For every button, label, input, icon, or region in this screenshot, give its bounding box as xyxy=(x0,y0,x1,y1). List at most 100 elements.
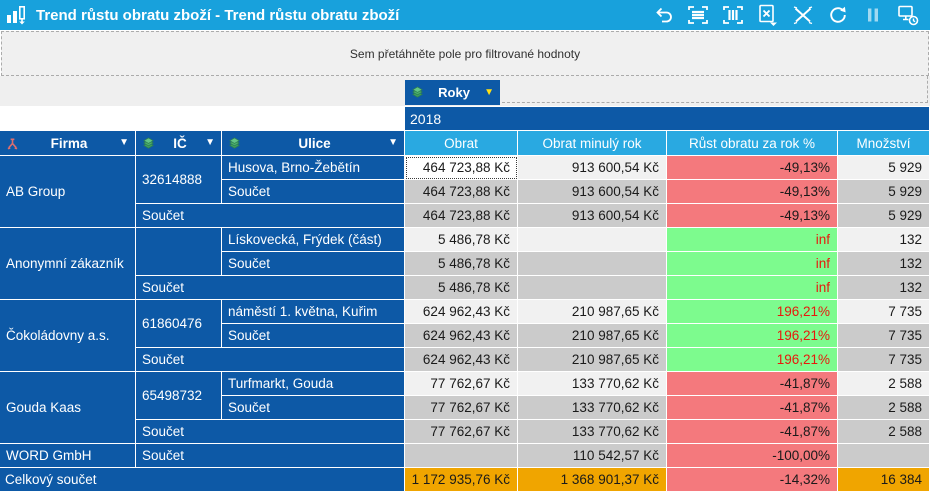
cell-rust[interactable]: -100,00% xyxy=(667,444,838,468)
server-status-icon[interactable] xyxy=(896,3,920,27)
row-firma[interactable]: Čokoládovny a.s. xyxy=(0,300,136,372)
cell-rust[interactable]: inf xyxy=(667,276,838,300)
cell-rust[interactable]: 196,21% xyxy=(667,324,838,348)
row-soucet-ic[interactable]: Součet xyxy=(136,420,405,444)
row-soucet-ic[interactable]: Součet xyxy=(136,276,405,300)
cell-obrat-minuly[interactable]: 210 987,65 Kč xyxy=(518,324,667,348)
row-firma[interactable]: AB Group xyxy=(0,156,136,228)
cell-obrat[interactable]: 5 486,78 Kč xyxy=(405,228,518,252)
field-button-roky[interactable]: Roky ▼ xyxy=(405,80,500,105)
cell-mnozstvi[interactable]: 7 735 xyxy=(838,300,930,324)
cell-obrat-minuly[interactable]: 133 770,62 Kč xyxy=(518,372,667,396)
column-header-obrat[interactable]: Obrat xyxy=(405,131,518,156)
row-soucet-ulice[interactable]: Součet xyxy=(222,252,405,276)
field-button-ulice[interactable]: Ulice ▼ xyxy=(222,131,405,156)
cell-rust[interactable]: 196,21% xyxy=(667,348,838,372)
filter-drop-area[interactable]: Sem přetáhněte pole pro filtrované hodno… xyxy=(1,31,929,76)
collapse-rows-icon[interactable] xyxy=(686,3,710,27)
grand-total-label[interactable]: Celkový součet xyxy=(0,468,405,492)
cell-rust[interactable]: -49,13% xyxy=(667,156,838,180)
cell-rust[interactable]: -41,87% xyxy=(667,372,838,396)
ic-filter-caret-icon[interactable]: ▼ xyxy=(205,137,215,148)
cell-rust[interactable]: -41,87% xyxy=(667,396,838,420)
cell-obrat-minuly[interactable]: 110 542,57 Kč xyxy=(518,444,667,468)
ulice-filter-caret-icon[interactable]: ▼ xyxy=(388,137,398,148)
cell-mnozstvi[interactable] xyxy=(838,444,930,468)
cell-obrat[interactable]: 77 762,67 Kč xyxy=(405,396,518,420)
cell-obrat-minuly[interactable]: 210 987,65 Kč xyxy=(518,300,667,324)
grand-obrat-minuly[interactable]: 1 368 901,37 Kč xyxy=(518,468,667,492)
cell-obrat[interactable]: 464 723,88 Kč xyxy=(405,156,518,180)
field-button-ic[interactable]: IČ ▼ xyxy=(136,131,222,156)
cell-obrat[interactable]: 624 962,43 Kč xyxy=(405,324,518,348)
cell-mnozstvi[interactable]: 5 929 xyxy=(838,156,930,180)
cell-obrat-minuly[interactable] xyxy=(518,252,667,276)
cell-obrat-minuly[interactable]: 133 770,62 Kč xyxy=(518,396,667,420)
row-ulice[interactable]: Husova, Brno-Žebětín xyxy=(222,156,405,180)
field-button-firma[interactable]: Firma ▼ xyxy=(0,131,136,156)
cell-rust[interactable]: 196,21% xyxy=(667,300,838,324)
cell-obrat-minuly[interactable]: 913 600,54 Kč xyxy=(518,204,667,228)
cell-mnozstvi[interactable]: 7 735 xyxy=(838,324,930,348)
roky-filter-caret-icon[interactable]: ▼ xyxy=(484,86,494,98)
row-ic[interactable] xyxy=(136,228,222,276)
cell-obrat-minuly[interactable] xyxy=(518,228,667,252)
cell-mnozstvi[interactable]: 7 735 xyxy=(838,348,930,372)
column-drop-dashed-zone[interactable] xyxy=(502,76,928,103)
cell-obrat[interactable]: 5 486,78 Kč xyxy=(405,252,518,276)
grand-rust[interactable]: -14,32% xyxy=(667,468,838,492)
row-soucet-ulice[interactable]: Součet xyxy=(222,180,405,204)
refresh-icon[interactable] xyxy=(826,3,850,27)
cell-mnozstvi[interactable]: 5 929 xyxy=(838,204,930,228)
cell-mnozstvi[interactable]: 5 929 xyxy=(838,180,930,204)
cell-rust[interactable]: inf xyxy=(667,228,838,252)
export-excel-icon[interactable] xyxy=(756,3,780,27)
row-firma[interactable]: Gouda Kaas xyxy=(0,372,136,444)
cell-obrat[interactable]: 464 723,88 Kč xyxy=(405,204,518,228)
cell-mnozstvi[interactable]: 2 588 xyxy=(838,420,930,444)
row-ulice[interactable]: náměstí 1. května, Kuřim xyxy=(222,300,405,324)
row-ulice[interactable]: Turfmarkt, Gouda xyxy=(222,372,405,396)
row-ic[interactable]: 32614888 xyxy=(136,156,222,204)
cell-obrat[interactable]: 464 723,88 Kč xyxy=(405,180,518,204)
cell-obrat-minuly[interactable]: 913 600,54 Kč xyxy=(518,156,667,180)
cell-obrat-minuly[interactable]: 133 770,62 Kč xyxy=(518,420,667,444)
firma-filter-caret-icon[interactable]: ▼ xyxy=(119,137,129,148)
grand-obrat[interactable]: 1 172 935,76 Kč xyxy=(405,468,518,492)
cell-obrat[interactable]: 77 762,67 Kč xyxy=(405,420,518,444)
customize-icon[interactable] xyxy=(791,3,815,27)
cell-mnozstvi[interactable]: 132 xyxy=(838,228,930,252)
cell-mnozstvi[interactable]: 2 588 xyxy=(838,372,930,396)
cell-obrat[interactable] xyxy=(405,444,518,468)
column-header-mnozstvi[interactable]: Množství xyxy=(838,131,930,156)
row-ulice[interactable]: Lískovecká, Frýdek (část) xyxy=(222,228,405,252)
row-soucet-ic[interactable]: Součet xyxy=(136,444,405,468)
row-firma[interactable]: Anonymní zákazník xyxy=(0,228,136,300)
cell-obrat-minuly[interactable] xyxy=(518,276,667,300)
row-ic[interactable]: 65498732 xyxy=(136,372,222,420)
row-ic[interactable]: 61860476 xyxy=(136,300,222,348)
cell-obrat[interactable]: 624 962,43 Kč xyxy=(405,348,518,372)
cell-rust[interactable]: -49,13% xyxy=(667,180,838,204)
collapse-columns-icon[interactable] xyxy=(721,3,745,27)
row-soucet-ulice[interactable]: Součet xyxy=(222,396,405,420)
cell-mnozstvi[interactable]: 132 xyxy=(838,276,930,300)
column-value-2018[interactable]: 2018 xyxy=(405,107,930,131)
cell-obrat-minuly[interactable]: 210 987,65 Kč xyxy=(518,348,667,372)
cell-mnozstvi[interactable]: 132 xyxy=(838,252,930,276)
cell-obrat[interactable]: 624 962,43 Kč xyxy=(405,300,518,324)
pause-icon[interactable] xyxy=(861,3,885,27)
cell-rust[interactable]: -49,13% xyxy=(667,204,838,228)
cell-obrat-minuly[interactable]: 913 600,54 Kč xyxy=(518,180,667,204)
cell-rust[interactable]: -41,87% xyxy=(667,420,838,444)
undo-icon[interactable] xyxy=(651,3,675,27)
column-header-rust-obratu[interactable]: Růst obratu za rok % xyxy=(667,131,838,156)
row-soucet-ulice[interactable]: Součet xyxy=(222,324,405,348)
row-firma[interactable]: WORD GmbH xyxy=(0,444,136,468)
row-soucet-ic[interactable]: Součet xyxy=(136,348,405,372)
column-drop-area[interactable]: Roky ▼ xyxy=(0,76,930,107)
grand-mnozstvi[interactable]: 16 384 xyxy=(838,468,930,492)
cell-rust[interactable]: inf xyxy=(667,252,838,276)
column-header-obrat-minuly-rok[interactable]: Obrat minulý rok xyxy=(518,131,667,156)
cell-obrat[interactable]: 5 486,78 Kč xyxy=(405,276,518,300)
